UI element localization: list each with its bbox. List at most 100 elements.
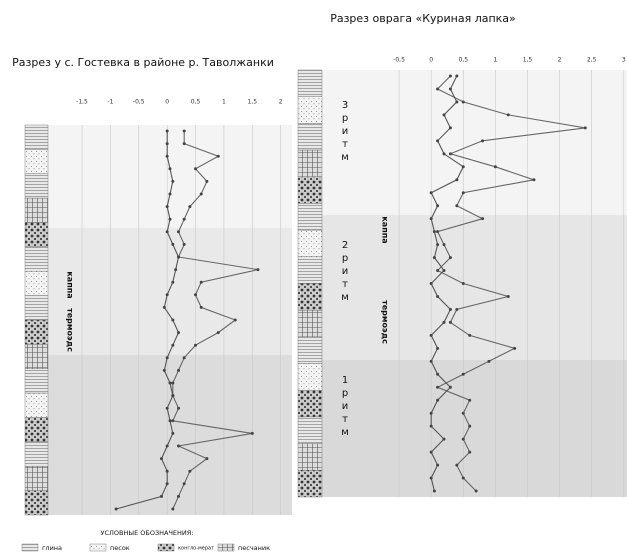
lithology-layer: [25, 491, 48, 515]
series-label: каппа: [381, 216, 390, 243]
x-tick-label: 0: [429, 57, 433, 64]
lithology-layer: [298, 177, 322, 204]
lithology-layer: [298, 150, 322, 177]
legend-swatch: [218, 544, 234, 551]
lithology-layer: [25, 418, 48, 442]
legend-swatch: [22, 544, 38, 551]
data-point: [449, 152, 452, 155]
data-point: [183, 142, 186, 145]
data-point: [183, 243, 186, 246]
lithology-layer: [298, 390, 322, 417]
data-point: [449, 87, 452, 90]
data-point: [436, 139, 439, 142]
data-point: [217, 331, 220, 334]
data-point: [177, 331, 180, 334]
data-point: [449, 126, 452, 129]
lithology-layer: [25, 442, 48, 466]
data-point: [166, 293, 169, 296]
data-point: [430, 217, 433, 220]
data-point: [430, 282, 433, 285]
legend-label: песок: [110, 544, 130, 552]
lithology-layer: [25, 320, 48, 344]
rhythm-letter: т: [342, 279, 348, 290]
lithology-layer: [25, 393, 48, 417]
data-point: [194, 344, 197, 347]
x-tick-label: 1,5: [248, 99, 258, 106]
lithology-layer: [25, 369, 48, 393]
lithology-layer: [298, 444, 322, 471]
data-point: [171, 508, 174, 511]
data-point: [171, 344, 174, 347]
series-label: термоэдс: [66, 308, 75, 352]
data-point: [171, 243, 174, 246]
rhythm-letter: и: [342, 126, 349, 137]
rhythm-letter: м: [341, 152, 349, 163]
legend-label: глина: [42, 544, 62, 552]
data-point: [430, 451, 433, 454]
data-point: [481, 217, 484, 220]
rhythm-number: 2: [342, 240, 348, 251]
data-point: [171, 432, 174, 435]
lithology-layer: [298, 417, 322, 444]
data-point: [217, 155, 220, 158]
data-point: [166, 155, 169, 158]
legend-swatch: [158, 544, 174, 551]
data-point: [468, 425, 471, 428]
data-point: [183, 130, 186, 133]
rhythm-band: [322, 70, 627, 215]
data-point: [430, 191, 433, 194]
data-point: [433, 490, 436, 493]
lithology-layer: [298, 470, 322, 497]
data-point: [177, 230, 180, 233]
data-point: [433, 230, 436, 233]
data-point: [194, 167, 197, 170]
data-point: [200, 193, 203, 196]
data-point: [430, 425, 433, 428]
data-point: [171, 319, 174, 322]
data-point: [436, 399, 439, 402]
data-point: [449, 321, 452, 324]
x-tick-label: -0,5: [393, 57, 405, 64]
rhythm-letter: р: [342, 388, 348, 399]
lithology-layer: [25, 174, 48, 198]
data-point: [443, 243, 446, 246]
lithology-layer: [298, 230, 322, 257]
lithology-layer: [298, 123, 322, 150]
x-tick-label: 2: [279, 99, 283, 106]
rhythm-letter: т: [342, 414, 348, 425]
data-point: [163, 306, 166, 309]
lithology-layer: [25, 198, 48, 222]
rhythm-letter: м: [341, 292, 349, 303]
x-tick-label: 1: [222, 99, 226, 106]
data-point: [256, 268, 259, 271]
rhythm-band: [48, 355, 292, 515]
data-point: [169, 167, 172, 170]
data-point: [171, 281, 174, 284]
data-point: [430, 334, 433, 337]
data-point: [205, 180, 208, 183]
data-point: [436, 464, 439, 467]
data-point: [436, 204, 439, 207]
lithology-layer: [25, 466, 48, 490]
data-point: [163, 369, 166, 372]
rhythm-letter: р: [342, 113, 348, 124]
rhythm-number: 1: [342, 375, 348, 386]
data-point: [166, 445, 169, 448]
data-point: [436, 373, 439, 376]
data-point: [449, 386, 452, 389]
rhythm-letter: р: [342, 253, 348, 264]
data-point: [169, 218, 172, 221]
data-point: [462, 165, 465, 168]
data-point: [169, 382, 172, 385]
x-tick-label: 1: [493, 57, 497, 64]
rhythm-band: [48, 125, 292, 228]
data-point: [430, 360, 433, 363]
data-point: [513, 347, 516, 350]
legend-label: конгло-мерат: [178, 546, 214, 552]
data-point: [468, 399, 471, 402]
data-point: [234, 319, 237, 322]
chart-title: Разрез у с. Гостевка в районе р. Таволжа…: [12, 56, 274, 69]
data-point: [171, 394, 174, 397]
data-point: [166, 130, 169, 133]
data-point: [205, 457, 208, 460]
